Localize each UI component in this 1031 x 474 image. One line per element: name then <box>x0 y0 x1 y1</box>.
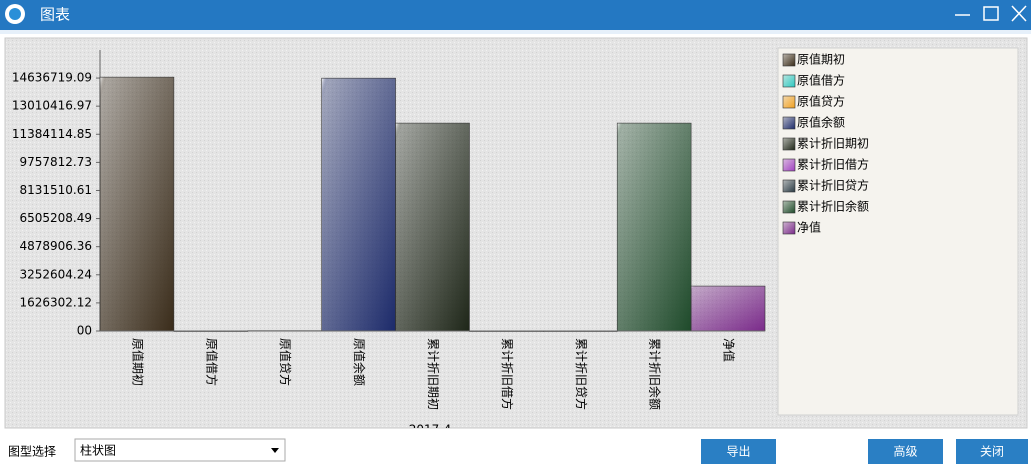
button-label: 关闭 <box>980 445 1004 459</box>
y-tick-label: 13010416.97 <box>12 99 92 113</box>
select-arrow <box>271 448 279 453</box>
bar <box>99 76 175 332</box>
y-tick-label: 11384114.85 <box>12 127 92 141</box>
legend-swatch <box>782 116 796 130</box>
close-button[interactable] <box>1011 5 1027 22</box>
legend-swatch <box>782 95 796 109</box>
plot: 00 1626302.12 3252604.24 4878906.36 6505208.… <box>12 50 766 437</box>
x-axis-label: 2017-4 <box>409 423 452 437</box>
separator <box>0 30 1031 34</box>
button[interactable] <box>868 439 943 464</box>
button[interactable] <box>701 439 776 464</box>
legend-label: 原值借方 <box>797 73 845 88</box>
legend-label: 原值余额 <box>797 115 845 130</box>
legend-label: 原值贷方 <box>797 94 845 109</box>
x-tick-label: 净值 <box>722 338 737 362</box>
title-bar <box>0 0 1031 30</box>
x-tick-label: 原值借方 <box>204 338 219 386</box>
legend-swatch <box>782 221 796 235</box>
legend-label: 累计折旧借方 <box>797 157 869 172</box>
legend-label: 净值 <box>797 220 821 235</box>
x-tick-label: 累计折旧贷方 <box>574 338 589 410</box>
x-tick-label: 原值贷方 <box>278 338 293 386</box>
legend-label: 原值期初 <box>797 52 845 67</box>
legend-box <box>777 47 1019 416</box>
legend-swatch <box>782 74 796 88</box>
y-tick-label: 8131510.61 <box>19 183 92 197</box>
legend-swatch <box>782 200 796 214</box>
button-label: 高级 <box>893 444 917 459</box>
legend-label: 累计折旧余额 <box>797 199 869 214</box>
app-icon-inner <box>9 8 21 20</box>
y-tick-label: 14636719.09 <box>12 71 92 85</box>
chart-type-select[interactable] <box>74 438 286 462</box>
chart-type-label: 图型选择 <box>8 445 56 459</box>
maximize-button[interactable] <box>983 6 999 21</box>
x-tick-label: 原值期初 <box>130 338 145 386</box>
y-tick-label: 00 <box>77 324 92 338</box>
y-tick-label: 9757812.73 <box>19 155 92 169</box>
button[interactable] <box>956 439 1028 464</box>
window-title: 图表 <box>40 6 70 24</box>
x-tick-label: 原值余额 <box>352 338 367 386</box>
legend-swatch <box>782 179 796 193</box>
buttons: 导出 高级 关闭 <box>701 439 1028 464</box>
button-label: 导出 <box>726 445 750 459</box>
x-tick-label: 累计折旧余额 <box>648 338 663 410</box>
y-tick-label: 1626302.12 <box>19 295 92 309</box>
legend-label: 累计折旧贷方 <box>797 178 869 193</box>
x-tick-label: 累计折旧借方 <box>500 338 515 410</box>
x-tick-label: 累计折旧期初 <box>426 338 441 410</box>
bar <box>321 77 396 332</box>
y-tick-label: 6505208.49 <box>19 211 92 225</box>
legend-swatch <box>782 53 796 67</box>
y-tick-label: 3252604.24 <box>19 267 92 281</box>
legend-swatch <box>782 158 796 172</box>
bar <box>395 122 470 332</box>
y-tick-label: 4878906.36 <box>19 239 92 253</box>
bar <box>616 122 692 332</box>
bar <box>690 285 766 332</box>
chart-type-value: 柱状图 <box>80 443 116 458</box>
legend-label: 累计折旧期初 <box>797 136 869 151</box>
legend-swatch <box>782 137 796 151</box>
